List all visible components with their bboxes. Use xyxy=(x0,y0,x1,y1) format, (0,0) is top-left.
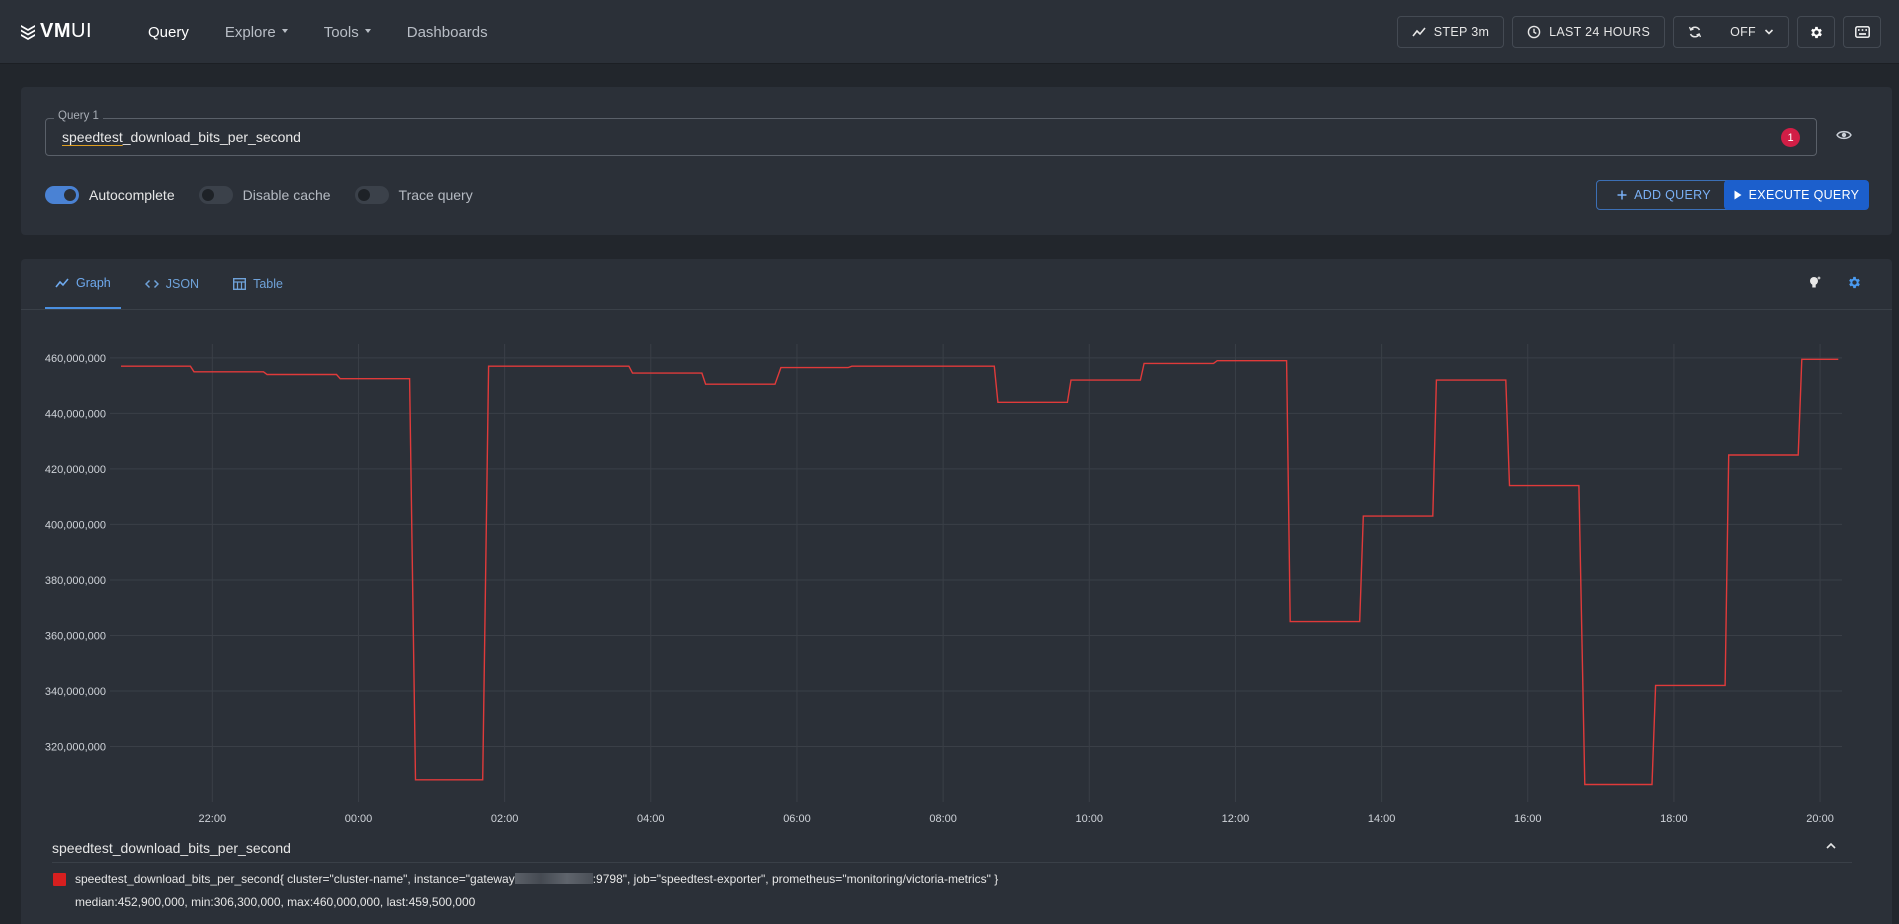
top-header: VMUI Query Explore Tools Dashboards STEP… xyxy=(0,0,1899,64)
query-input[interactable]: Query 1 speedtest_download_bits_per_seco… xyxy=(45,110,1817,156)
nav-tools[interactable]: Tools xyxy=(306,24,389,41)
x-tick-label: 22:00 xyxy=(199,813,227,824)
step-chart-icon xyxy=(1412,27,1426,37)
clock-icon xyxy=(1527,25,1541,39)
nav-explore[interactable]: Explore xyxy=(207,24,306,41)
lightbulb-icon[interactable] xyxy=(1807,275,1823,291)
x-tick-label: 20:00 xyxy=(1806,813,1834,824)
auto-refresh-button[interactable]: OFF xyxy=(1673,16,1789,48)
autocomplete-toggle[interactable]: Autocomplete xyxy=(45,186,175,204)
table-icon xyxy=(233,278,247,290)
chevron-down-icon xyxy=(364,29,371,33)
x-tick-label: 12:00 xyxy=(1222,813,1250,824)
tabs-divider xyxy=(21,309,1892,310)
disable-cache-switch[interactable] xyxy=(198,186,233,204)
series-line xyxy=(121,358,1839,786)
eye-icon[interactable] xyxy=(1836,129,1852,141)
keyboard-shortcuts-button[interactable] xyxy=(1843,16,1881,48)
autocomplete-switch[interactable] xyxy=(45,186,79,204)
victoriametrics-logo-icon xyxy=(21,24,35,40)
code-icon xyxy=(144,279,159,289)
x-tick-label: 18:00 xyxy=(1660,813,1688,824)
time-range-button[interactable]: LAST 24 HOURS xyxy=(1512,16,1666,48)
y-tick-label: 400,000,000 xyxy=(45,519,106,531)
chevron-up-icon[interactable] xyxy=(1825,842,1837,850)
plus-icon xyxy=(1617,190,1627,200)
vmui-logo[interactable]: VMUI xyxy=(20,20,92,43)
redacted-block xyxy=(514,873,593,884)
y-tick-label: 380,000,000 xyxy=(45,575,106,587)
gear-icon xyxy=(1810,26,1822,38)
legend-divider xyxy=(52,862,1852,863)
logo-text: VMUI xyxy=(40,20,92,42)
add-query-button[interactable]: ADD QUERY xyxy=(1596,180,1732,210)
y-tick-label: 340,000,000 xyxy=(45,686,106,698)
chevron-down-icon xyxy=(281,29,288,33)
query-label: Query 1 xyxy=(54,110,103,122)
line-chart-icon xyxy=(55,278,69,288)
graph-settings-gear-icon[interactable] xyxy=(1847,275,1862,290)
play-icon xyxy=(1734,190,1742,200)
legend-title: speedtest_download_bits_per_second xyxy=(52,840,291,856)
legend-series-label[interactable]: speedtest_download_bits_per_second{ clus… xyxy=(75,872,999,886)
query-text[interactable]: speedtest_download_bits_per_second xyxy=(62,129,301,145)
query-options: Autocomplete Disable cache Trace query xyxy=(45,186,497,204)
query-badge: 1 xyxy=(1781,128,1800,147)
trace-query-toggle[interactable]: Trace query xyxy=(354,186,473,204)
line-chart[interactable]: 320,000,000 340,000,000 360,000,000 380,000… xyxy=(0,334,1850,824)
x-tick-label: 14:00 xyxy=(1368,813,1396,824)
chevron-down-icon xyxy=(1764,29,1774,35)
y-tick-label: 420,000,000 xyxy=(45,464,106,476)
y-tick-label: 360,000,000 xyxy=(45,630,106,642)
x-tick-label: 04:00 xyxy=(637,813,665,824)
nav-dashboards[interactable]: Dashboards xyxy=(406,23,488,41)
legend-stats: median:452,900,000, min:306,300,000, max… xyxy=(75,895,476,909)
y-tick-label: 440,000,000 xyxy=(45,408,106,420)
settings-button[interactable] xyxy=(1797,16,1835,48)
execute-query-button[interactable]: EXECUTE QUERY xyxy=(1724,180,1869,210)
x-tick-label: 10:00 xyxy=(1076,813,1104,824)
keyboard-icon xyxy=(1854,26,1870,38)
tab-graph[interactable]: Graph xyxy=(45,259,121,309)
x-tick-label: 02:00 xyxy=(491,813,519,824)
legend-swatch[interactable] xyxy=(53,873,66,886)
y-tick-label: 320,000,000 xyxy=(45,741,106,753)
refresh-icon xyxy=(1688,26,1702,38)
nav-query[interactable]: Query xyxy=(148,23,189,41)
step-button[interactable]: STEP 3m xyxy=(1396,16,1505,48)
trace-query-switch[interactable] xyxy=(354,186,389,204)
tab-json[interactable]: JSON xyxy=(135,259,209,309)
x-tick-label: 08:00 xyxy=(929,813,957,824)
x-tick-label: 06:00 xyxy=(783,813,811,824)
result-tabs: Graph JSON Table xyxy=(45,259,307,309)
y-tick-label: 460,000,000 xyxy=(45,353,106,365)
tab-table[interactable]: Table xyxy=(223,259,293,309)
query-panel: Query 1 speedtest_download_bits_per_seco… xyxy=(21,87,1892,235)
disable-cache-toggle[interactable]: Disable cache xyxy=(198,186,331,204)
x-tick-label: 00:00 xyxy=(345,813,373,824)
x-tick-label: 16:00 xyxy=(1514,813,1542,824)
main-nav: Query Explore Tools Dashboards xyxy=(130,0,506,64)
graph-panel: Graph JSON Table xyxy=(21,259,1892,924)
